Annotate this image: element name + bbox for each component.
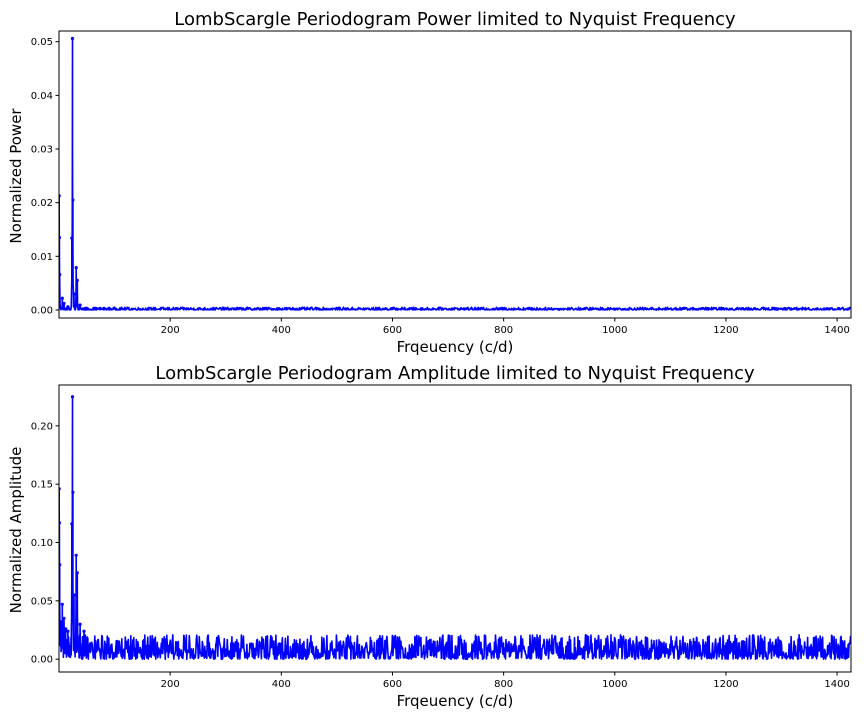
axes-frame <box>58 384 852 673</box>
chart-title: LombScargle Periodogram Amplitude limite… <box>155 363 755 384</box>
data-point <box>70 395 75 399</box>
x-axis-label: Frqeuency (c/d) <box>397 692 514 710</box>
x-tick-label: 400 <box>272 679 291 690</box>
data-point <box>66 629 70 633</box>
data-point <box>78 622 82 626</box>
data-point <box>59 563 62 567</box>
y-tick-label: 0.00 <box>31 655 53 666</box>
data-point <box>64 627 68 631</box>
data-point <box>60 602 64 606</box>
data-point <box>60 296 64 300</box>
power-panel: LombScargle Periodogram Power limited to… <box>7 9 852 356</box>
axes-frame <box>58 30 852 319</box>
x-tick-label: 200 <box>161 679 180 690</box>
x-axis-label: Frqeuency (c/d) <box>397 338 514 356</box>
y-tick-label: 0.02 <box>31 198 53 209</box>
data-point <box>71 198 75 202</box>
y-tick-label: 0.05 <box>31 37 53 48</box>
x-tick-label: 1200 <box>713 325 738 336</box>
series-path <box>59 37 851 311</box>
data-point <box>66 305 70 309</box>
data-point <box>70 522 74 526</box>
data-point <box>75 278 79 282</box>
x-tick-label: 600 <box>383 325 402 336</box>
x-tick-label: 600 <box>383 679 402 690</box>
x-tick-label: 200 <box>161 325 180 336</box>
x-tick-label: 800 <box>494 679 513 690</box>
y-tick-label: 0.03 <box>31 145 53 156</box>
x-tick-label: 1400 <box>824 679 849 690</box>
y-tick-label: 0.05 <box>31 596 53 607</box>
x-tick-label: 1000 <box>602 679 627 690</box>
data-point <box>78 303 82 307</box>
data-point <box>75 571 79 575</box>
data-point <box>72 292 76 296</box>
x-tick-label: 800 <box>494 325 513 336</box>
y-axis-label: Normalized Power <box>7 108 25 244</box>
data-point <box>74 266 78 270</box>
x-tick-label: 1000 <box>602 325 627 336</box>
y-axis-label: Normalized Amplitude <box>7 447 25 614</box>
series-path <box>59 395 851 660</box>
data-point <box>59 272 62 277</box>
data-point <box>62 616 66 620</box>
x-tick-label: 400 <box>272 325 291 336</box>
x-tick-label: 1400 <box>824 325 849 336</box>
data-point <box>59 620 63 624</box>
y-tick-label: 0.00 <box>31 305 53 316</box>
x-tick-label: 1200 <box>713 679 738 690</box>
data-point <box>70 36 75 41</box>
data-point <box>74 553 78 557</box>
y-tick-label: 0.04 <box>31 91 53 102</box>
data-point <box>70 236 74 240</box>
data-point <box>72 593 76 597</box>
y-tick-label: 0.20 <box>31 421 53 432</box>
data-point <box>71 490 75 494</box>
chart-title: LombScargle Periodogram Power limited to… <box>174 9 736 30</box>
series-line <box>59 36 851 311</box>
data-point <box>82 629 86 633</box>
y-tick-label: 0.01 <box>31 252 53 263</box>
data-point <box>62 301 66 306</box>
series-line <box>59 395 851 660</box>
y-tick-label: 0.15 <box>31 480 53 491</box>
amplitude-panel: LombScargle Periodogram Amplitude limite… <box>7 363 852 710</box>
y-tick-label: 0.10 <box>31 538 53 549</box>
